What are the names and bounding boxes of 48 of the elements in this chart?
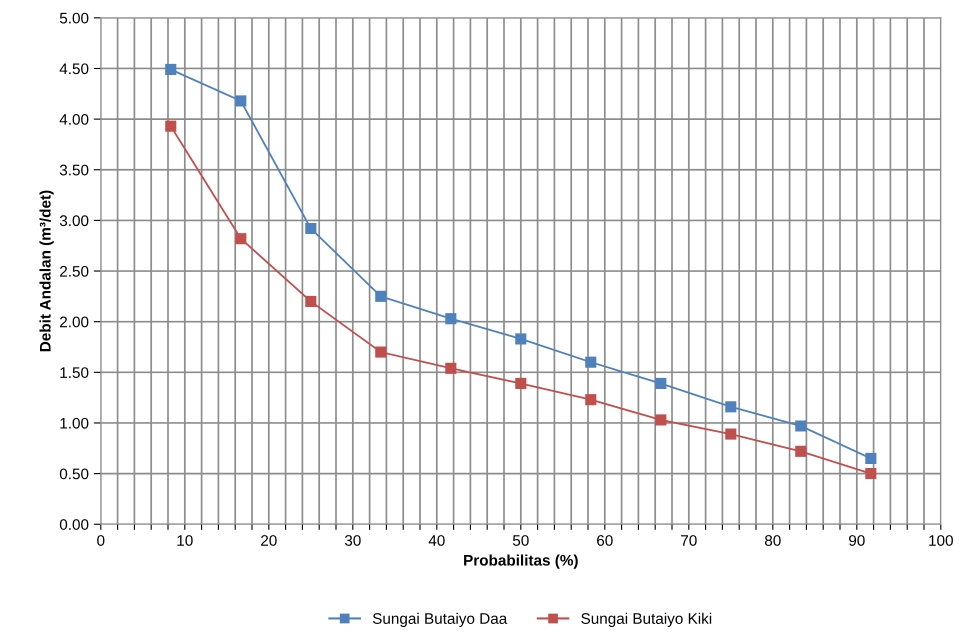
y-tick-label: 1.50 <box>60 367 88 378</box>
point <box>515 378 526 390</box>
point <box>585 394 596 406</box>
x-tick-label: 10 <box>177 535 193 546</box>
y-tick-label: 5.00 <box>60 12 88 24</box>
x-tick-label: 60 <box>597 535 613 546</box>
point <box>235 233 246 244</box>
point <box>235 95 246 106</box>
point <box>375 290 386 302</box>
x-tick-label: 20 <box>261 535 277 546</box>
x-tick-label: 0 <box>97 535 104 546</box>
y-tick-label: 3.00 <box>60 215 88 226</box>
point <box>725 401 736 412</box>
point <box>305 222 316 234</box>
point <box>655 414 666 426</box>
y-tick-label: 0.00 <box>60 519 88 530</box>
point <box>375 346 386 358</box>
y-tick-label: 3.50 <box>60 164 88 176</box>
x-tick-label: 40 <box>428 535 445 546</box>
legend-label: Sungai Butaiyo Daa <box>372 612 508 627</box>
x-tick-label: 100 <box>929 535 953 546</box>
y-tick-label: 2.50 <box>60 266 88 277</box>
point <box>445 313 456 324</box>
y-axis-title: Debit Andalan (m³/det) <box>39 190 54 352</box>
point <box>795 446 806 457</box>
point <box>725 428 736 440</box>
point <box>305 296 316 307</box>
y-tick-label: 4.50 <box>60 63 88 74</box>
x-tick-label: 30 <box>344 535 361 546</box>
x-axis-title: Probabilitas (%) <box>464 554 578 569</box>
y-tick-label: 0.50 <box>60 468 88 480</box>
y-tick-label: 1.00 <box>60 418 88 429</box>
point <box>165 64 176 76</box>
legend-label: Sungai Butaiyo Kiki <box>581 612 712 627</box>
point <box>655 378 666 390</box>
point <box>865 468 876 480</box>
x-tick-label: 80 <box>764 535 781 546</box>
point <box>445 362 456 374</box>
point <box>795 420 806 432</box>
y-tick-label: 4.00 <box>60 114 88 125</box>
point <box>585 356 596 368</box>
y-tick-label: 2.00 <box>60 316 88 328</box>
point <box>865 452 876 464</box>
point <box>515 333 526 344</box>
point <box>165 120 176 132</box>
x-tick-label: 90 <box>849 535 865 546</box>
x-tick-label: 70 <box>681 535 697 546</box>
x-tick-label: 50 <box>512 535 529 546</box>
